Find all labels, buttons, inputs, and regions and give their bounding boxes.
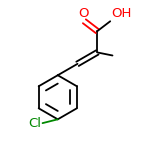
Text: Cl: Cl <box>28 117 41 130</box>
Text: OH: OH <box>111 7 131 20</box>
Text: O: O <box>78 7 89 20</box>
